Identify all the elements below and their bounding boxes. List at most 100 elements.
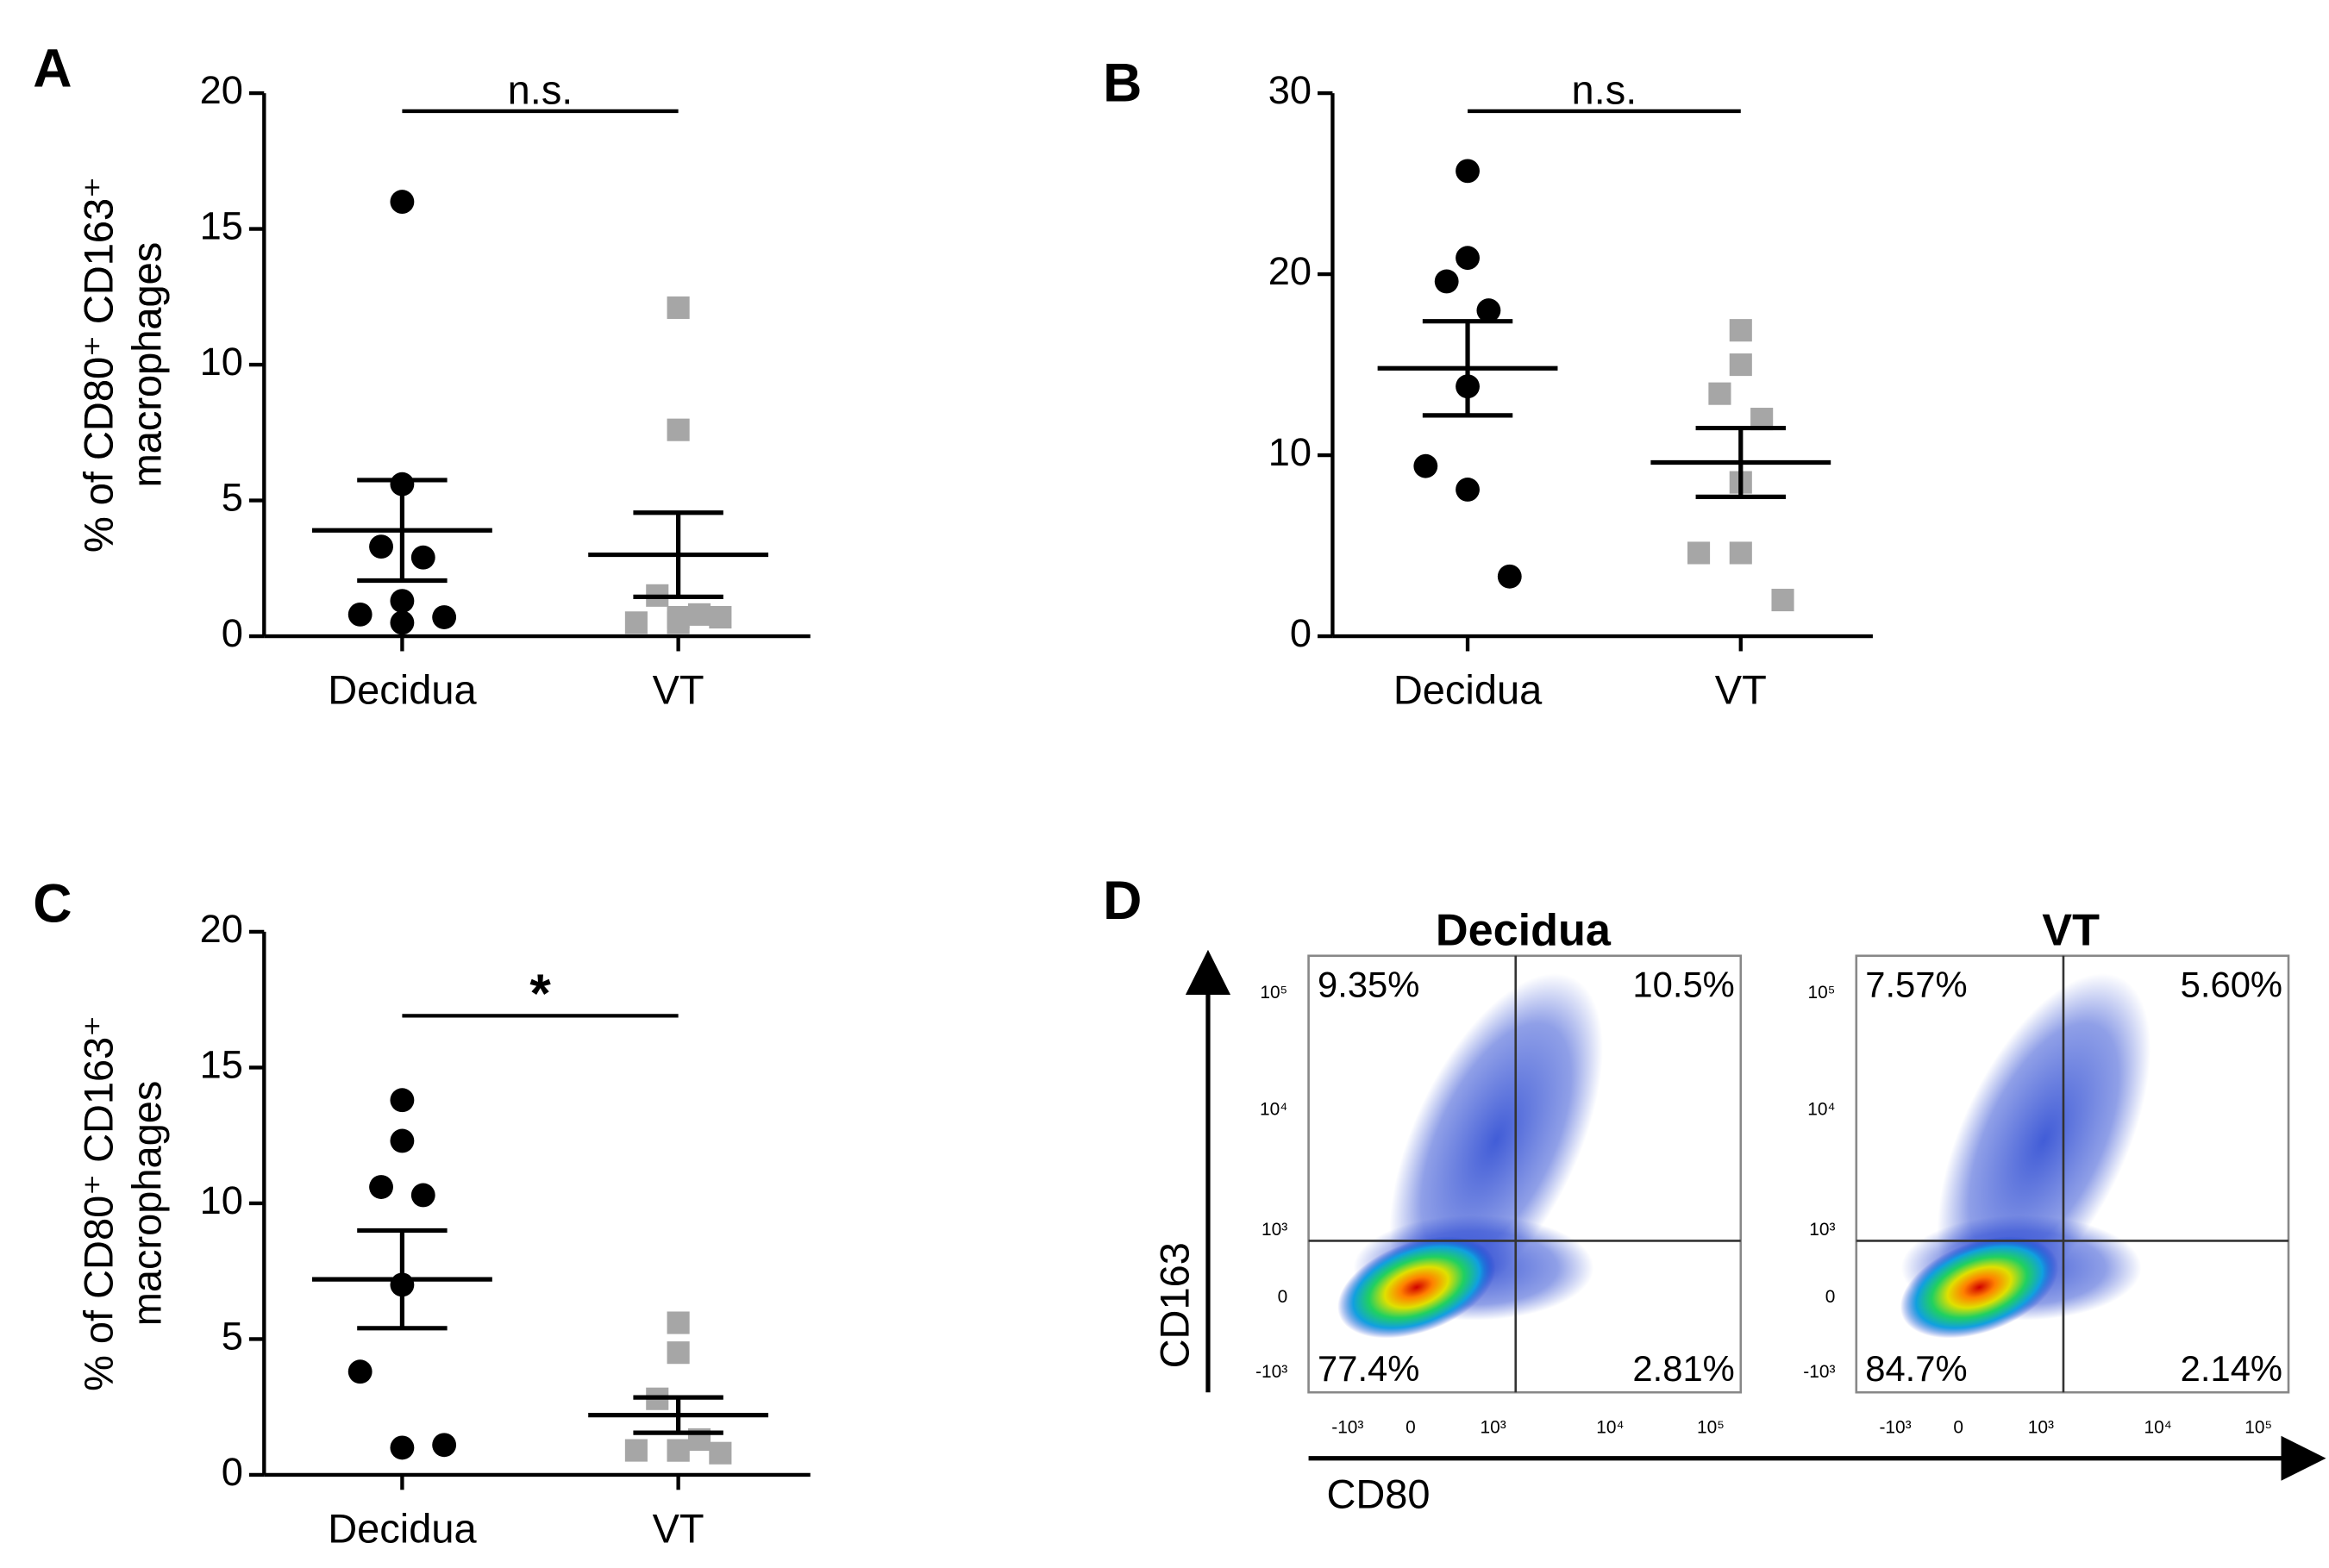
y-tick-label: 10⁵ [1808,983,1836,1003]
x-tick-label: VT [653,667,704,713]
y-label: macrophages [123,1081,169,1327]
data-point [410,1183,435,1208]
x-label: CD80 [1326,1471,1430,1516]
data-point [667,1341,690,1365]
x-tick-label: Decidua [328,1505,477,1551]
x-tick-label: -10³ [1879,1417,1911,1437]
data-point [1476,298,1501,322]
x-tick-label: 0 [1953,1417,1963,1437]
data-point [1708,382,1731,405]
density-core [1337,1236,1496,1339]
y-tick-label: 0 [222,1450,243,1494]
quadrant-percent: 2.14% [2181,1348,2282,1389]
data-point [1771,589,1794,612]
data-point [390,190,415,214]
panel-label: B [1103,53,1142,114]
plot-title: VT [2042,905,2100,955]
x-tick-label: 10³ [2028,1417,2054,1437]
data-point [667,611,690,634]
density-core [1900,1236,2059,1339]
y-tick-label: 15 [200,204,243,248]
data-point [1687,541,1711,565]
y-tick-label: 20 [200,907,243,951]
data-point [1729,353,1752,377]
plot-frame [1855,954,2290,1394]
panel-label: A [33,38,72,98]
y-label: % of CD80⁺ CD163⁻ [76,177,122,553]
y-tick-label: 5 [222,1314,243,1358]
data-point [432,1433,457,1458]
x-tick-label: 10³ [1481,1417,1506,1437]
y-tick-label: 0 [222,611,243,655]
data-point [1456,246,1480,271]
data-point [667,1311,690,1334]
data-point [390,589,415,614]
y-tick-label: 30 [1268,68,1312,112]
flow-panel: D CD163 CD80 Decidua 9.35% 10.5% 77.4% 2.81%… [1103,871,2326,1516]
y-tick-label: 10 [200,1178,243,1222]
x-tick-label: VT [1715,667,1767,713]
data-point [667,418,690,441]
y-tick-label: 20 [1268,249,1312,293]
data-point [1434,269,1459,294]
y-tick-label: 0 [1278,1287,1288,1307]
y-tick-label: 10⁵ [1260,983,1287,1003]
y-tick-label: 0 [1825,1287,1836,1307]
quadrant-percent: 10.5% [1632,964,1734,1004]
data-point [347,1359,373,1384]
plot-frame [1307,954,1743,1394]
y-tick-label: 10³ [1262,1220,1287,1240]
data-point [1456,478,1480,502]
y-label: macrophages [123,242,169,488]
data-point [624,611,648,634]
data-point [1456,159,1480,184]
panel-label: D [1103,871,1142,931]
data-point [709,605,732,629]
y-tick-label: 10⁴ [1260,1100,1287,1120]
data-point [369,1175,393,1199]
y-label: CD163 [1152,1242,1198,1368]
y-label: % of CD80⁻ CD163⁺ [76,177,122,553]
data-point [1729,541,1752,565]
data-point [390,1088,415,1113]
data-point [390,1435,415,1460]
data-point [390,610,415,635]
y-tick-label: 10⁴ [1807,1100,1835,1120]
data-point [1729,319,1752,342]
y-label: macrophages [123,242,169,488]
y-label: % of CD80⁺ CD163⁺ [76,1015,122,1391]
panel-label: C [33,874,72,934]
y-tick-label: 10 [1268,430,1312,474]
data-point [667,296,690,319]
y-tick-label: 5 [222,476,243,520]
y-tick-label: -10³ [1255,1362,1287,1382]
x-tick-label: VT [653,1505,704,1551]
y-tick-label: 10 [200,340,243,384]
quadrant-percent: 9.35% [1318,964,1419,1004]
data-point [687,603,711,626]
plot-title: Decidua [1436,905,1612,955]
x-tick-label: 10⁴ [1596,1417,1624,1437]
data-point [1497,564,1522,589]
data-point [390,1128,415,1153]
annotation: n.s. [1572,66,1637,112]
y-tick-label: 15 [200,1042,243,1086]
x-tick-label: 0 [1406,1417,1416,1437]
data-point [369,534,393,559]
x-tick-label: 10⁴ [2144,1417,2172,1437]
data-point [432,605,457,629]
data-point [667,1439,690,1462]
x-tick-label: 10⁵ [1697,1417,1725,1437]
annotation: * [529,964,551,1024]
annotation: n.s. [508,66,573,112]
y-tick-label: 20 [200,68,243,112]
data-point [709,1441,732,1465]
x-tick-label: Decidua [1393,667,1543,713]
y-tick-label: 0 [1290,611,1312,655]
data-point [1413,453,1438,478]
quadrant-percent: 84.7% [1865,1348,1967,1389]
y-tick-label: -10³ [1803,1362,1835,1382]
data-point [624,1439,648,1462]
y-tick-label: 10³ [1809,1220,1835,1240]
